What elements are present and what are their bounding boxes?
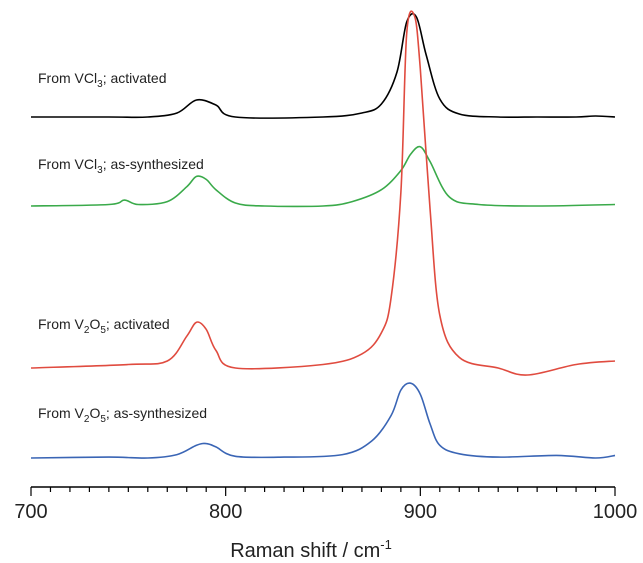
x-tick-label-900: 900 [404, 501, 437, 523]
x-axis: 700 800 900 1000 [14, 486, 638, 523]
x-tick-label-700: 700 [14, 501, 47, 523]
series-label-1: From VCl3; activated [38, 70, 167, 90]
x-tick-label-1000: 1000 [593, 501, 638, 523]
series-line-2 [30, 145, 616, 208]
series-label-2: From VCl3; as-synthesized [38, 156, 204, 176]
series-line-1 [31, 12, 616, 119]
series-line-4 [30, 382, 616, 459]
series-label-4: From V2O5; as-synthesized [38, 405, 207, 425]
series-label-3: From V2O5; activated [38, 316, 170, 336]
x-axis-title: Raman shift / cm-1 [230, 537, 392, 562]
x-tick-label-800: 800 [209, 501, 242, 523]
series-line-3 [30, 10, 616, 376]
series-label-layer: From VCl3; activated From VCl3; as-synthe… [38, 70, 207, 425]
series-layer [30, 10, 616, 459]
